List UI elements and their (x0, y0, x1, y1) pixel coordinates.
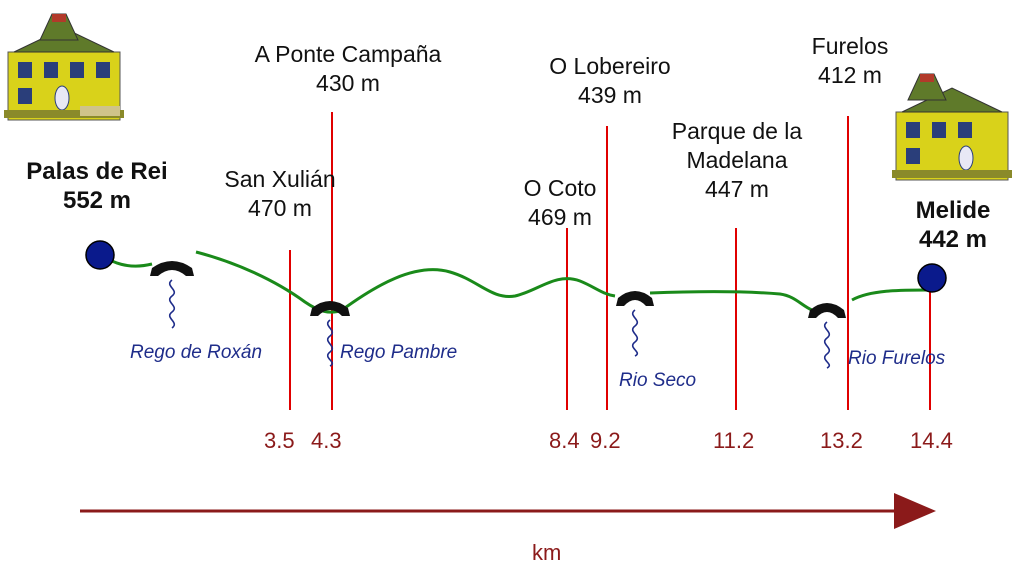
km-label: 11.2 (713, 428, 755, 453)
river-label: Rego de Roxán (130, 342, 263, 363)
river-label: Rio Seco (619, 370, 697, 391)
waypoint-elevation: 412 m (818, 62, 882, 88)
km-label: 4.3 (311, 428, 342, 453)
end-elevation: 442 m (918, 226, 988, 253)
waypoint-name: San Xulián (224, 166, 336, 192)
end-dot (917, 263, 947, 293)
waypoint-elevation: 470 m (248, 195, 312, 221)
waypoint-label-madelana: Parque de la Madelana 447 m (648, 117, 826, 204)
waypoint-elevation: 430 m (316, 70, 380, 96)
bridge-icon (616, 291, 654, 306)
waypoint-label-san-xulian: San Xulián 470 m (205, 165, 355, 223)
waypoint-name: A Ponte Campaña (254, 41, 442, 67)
km-label: 9.2 (590, 428, 621, 453)
km-label: 13.2 (820, 428, 863, 453)
km-label: 3.5 (264, 428, 295, 453)
km-label: 14.4 (910, 428, 953, 453)
waypoint-label-ponte-campana: A Ponte Campaña 430 m (228, 40, 468, 98)
start-dot (85, 240, 115, 270)
end-name: Melide (915, 197, 991, 224)
river-squiggle-icon (168, 279, 176, 329)
km-label: 8.4 (549, 428, 580, 453)
river-label: Rego Pambre (340, 342, 458, 363)
house-icon (4, 13, 124, 121)
axis-label: km (532, 540, 562, 565)
waypoint-elevation: 439 m (578, 82, 642, 108)
waypoint-elevation: 469 m (528, 204, 592, 230)
waypoint-label-furelos: Furelos 412 m (790, 32, 910, 90)
start-label: Palas de Rei 552 m (12, 157, 182, 215)
start-name: Palas de Rei (26, 158, 168, 185)
start-elevation: 552 m (62, 187, 132, 214)
waypoint-name: Furelos (811, 33, 889, 59)
bridge-icon (310, 301, 350, 316)
waypoint-label-coto: O Coto 469 m (505, 174, 615, 232)
end-label: Melide 442 m (893, 196, 1013, 254)
waypoint-name: O Coto (523, 175, 597, 201)
waypoint-label-lobereiro: O Lobereiro 439 m (525, 52, 695, 110)
bridge-icon (808, 303, 846, 318)
waypoint-name: O Lobereiro (549, 53, 671, 79)
bridge-icon (150, 261, 194, 276)
waypoint-elevation: 447 m (705, 176, 769, 202)
river-squiggle-icon (631, 309, 639, 357)
house-icon (892, 73, 1012, 181)
route-line (99, 250, 929, 314)
river-squiggle-icon (326, 319, 334, 367)
river-squiggle-icon (823, 321, 831, 369)
waypoint-name: Parque de la Madelana (671, 118, 803, 173)
river-label: Rio Furelos (848, 348, 946, 369)
